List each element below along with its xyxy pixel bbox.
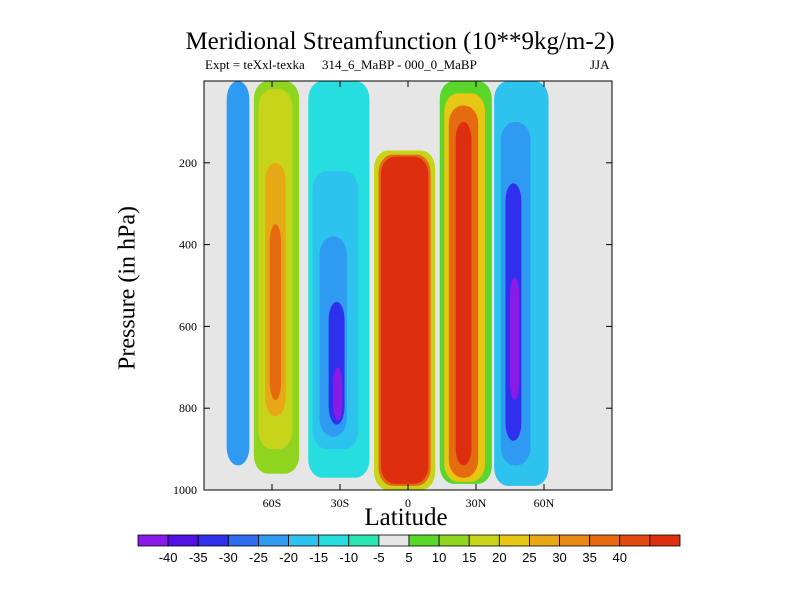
colorbar-box-0 xyxy=(137,534,169,547)
colorbar-label-15: 40 xyxy=(613,550,627,565)
season-label: JJA xyxy=(590,57,610,72)
colorbar-label-3: -25 xyxy=(249,550,268,565)
colorbar-box-15 xyxy=(589,534,621,547)
y-tick-label-3: 800 xyxy=(179,401,197,415)
colorbar-box-10 xyxy=(438,534,470,547)
colorbar-label-9: 10 xyxy=(432,550,446,565)
colorbar-box-3 xyxy=(227,534,259,547)
colorbar-box-4 xyxy=(258,534,289,547)
x-axis-label: Latitude xyxy=(364,504,448,531)
colorbar-box-9 xyxy=(408,534,440,547)
chart-title: Meridional Streamfunction (10**9kg/m-2) xyxy=(185,28,615,55)
colorbar-box-6 xyxy=(318,534,350,547)
colorbar-label-11: 20 xyxy=(492,550,506,565)
x-tick-label-0: 60S xyxy=(263,496,282,510)
y-tick-label-1: 400 xyxy=(179,238,197,252)
x-tick-label-3: 30N xyxy=(466,496,487,510)
y-tick-label-0: 200 xyxy=(179,156,197,170)
period-label: 314_6_MaBP - 000_0_MaBP xyxy=(322,57,477,72)
contour-region-0 xyxy=(226,81,250,466)
colorbar-box-5 xyxy=(288,534,320,547)
colorbar-box-16 xyxy=(619,534,651,547)
colorbar-label-0: -40 xyxy=(159,550,178,565)
colorbar-label-8: 5 xyxy=(405,550,412,565)
x-tick-label-1: 30S xyxy=(331,496,350,510)
colorbar-box-12 xyxy=(498,534,530,547)
contour-region-12 xyxy=(380,156,429,484)
colorbar-label-2: -30 xyxy=(219,550,238,565)
contour-region-4 xyxy=(269,224,282,401)
colorbar-box-8 xyxy=(378,534,410,547)
colorbar-box-7 xyxy=(348,534,380,547)
y-tick-label-2: 600 xyxy=(179,319,197,333)
colorbar-label-4: -20 xyxy=(279,550,298,565)
colorbar-box-2 xyxy=(197,534,229,547)
contour-region-9 xyxy=(333,367,343,421)
contour-region-16 xyxy=(455,121,472,466)
colorbar-label-7: -5 xyxy=(373,550,385,565)
colorbar-label-10: 15 xyxy=(462,550,476,565)
colorbar-label-1: -35 xyxy=(189,550,208,565)
colorbar-label-5: -15 xyxy=(309,550,328,565)
colorbar-label-6: -10 xyxy=(339,550,358,565)
colorbar-box-13 xyxy=(529,534,560,547)
colorbar-box-14 xyxy=(559,534,591,547)
colorbar-label-13: 30 xyxy=(552,550,566,565)
colorbar-label-12: 25 xyxy=(522,550,536,565)
x-tick-label-4: 60N xyxy=(534,496,555,510)
colorbar-box-1 xyxy=(167,534,199,547)
colorbar-box-17 xyxy=(649,534,681,547)
colorbar-label-14: 35 xyxy=(582,550,596,565)
y-tick-label-4: 1000 xyxy=(173,483,197,497)
contour-region-20 xyxy=(510,277,520,401)
x-tick-label-2: 0 xyxy=(405,496,411,510)
experiment-label: Expt = teXxl-texka xyxy=(205,57,305,72)
colorbar-box-11 xyxy=(468,534,500,547)
